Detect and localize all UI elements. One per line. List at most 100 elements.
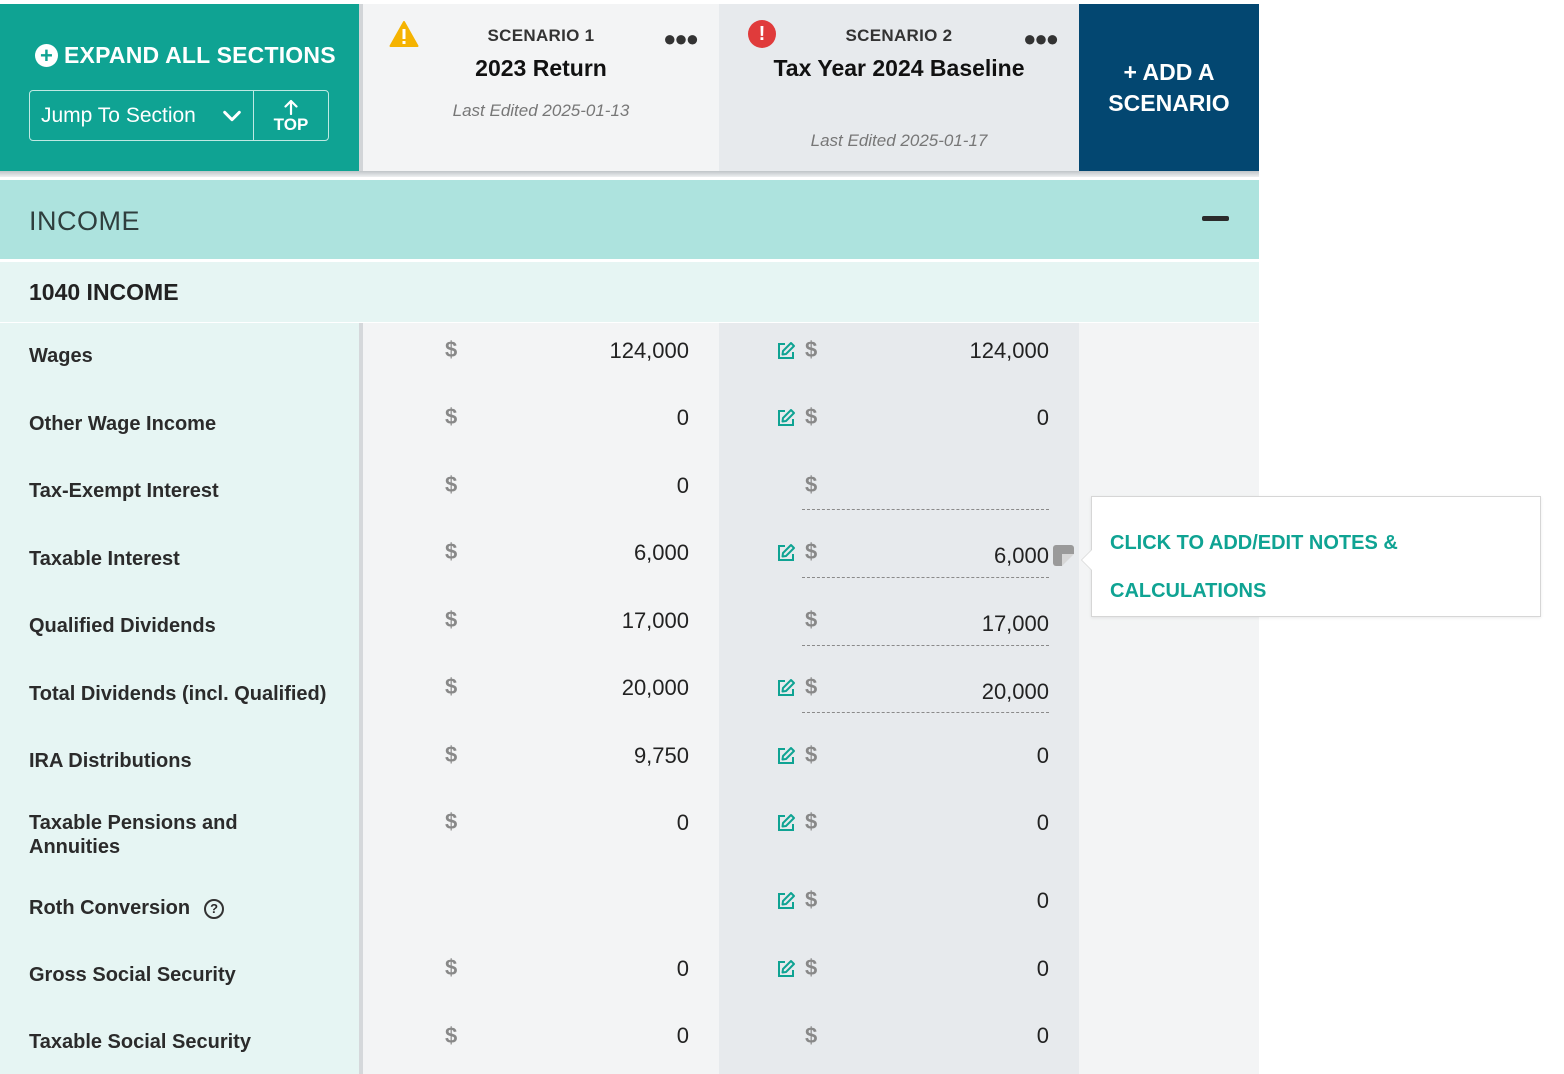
add-scenario-button[interactable]: + ADD A SCENARIO xyxy=(1079,4,1259,171)
scenario-1-value: 20,000 xyxy=(621,675,689,700)
row-label: Gross Social Security xyxy=(29,964,236,986)
help-icon[interactable]: ? xyxy=(204,899,225,919)
scenario-2-menu-icon[interactable]: ●●● xyxy=(1023,26,1059,51)
input-underline xyxy=(802,712,1049,713)
dollar-icon: $ xyxy=(805,539,818,564)
row-label: Tax-Exempt Interest xyxy=(29,480,219,502)
scenario-1-value: 17,000 xyxy=(621,608,689,633)
scenario-1-value: 9,750 xyxy=(633,743,689,768)
scenario-1-value: 0 xyxy=(676,956,689,981)
expand-all-sections-button[interactable]: + EXPAND ALL SECTIONS xyxy=(35,42,336,69)
plus-circle-icon: + xyxy=(35,44,58,67)
scenario-2-last-edited: Last Edited 2025-01-17 xyxy=(810,131,988,150)
scenario-1-value: 6,000 xyxy=(633,540,689,565)
edit-icon[interactable] xyxy=(776,543,796,563)
scenario-2-input[interactable]: 6,000 xyxy=(993,543,1049,568)
input-underline xyxy=(802,577,1049,578)
dollar-icon: $ xyxy=(805,1023,818,1048)
dollar-icon: $ xyxy=(805,955,818,980)
scenario-1-value: 124,000 xyxy=(609,338,689,363)
subsection-title: 1040 INCOME xyxy=(29,279,179,305)
scenario-2-value[interactable]: 0 xyxy=(1036,888,1049,913)
income-section-header[interactable]: INCOME xyxy=(0,180,1259,259)
scenario-2-input[interactable]: 20,000 xyxy=(981,679,1049,704)
edit-icon[interactable] xyxy=(776,813,796,833)
dollar-icon: $ xyxy=(805,607,818,632)
edit-icon[interactable] xyxy=(776,959,796,979)
jump-to-section-control: Jump To Section TOP xyxy=(29,90,329,141)
chevron-down-icon xyxy=(223,110,241,121)
dollar-icon: $ xyxy=(445,955,458,980)
scenario-1-last-edited: Last Edited 2025-01-13 xyxy=(452,101,630,120)
input-underline xyxy=(802,509,1049,510)
scenario-2-value[interactable]: 0 xyxy=(1036,743,1049,768)
dollar-icon: $ xyxy=(805,674,818,699)
scenario-2-name[interactable]: Tax Year 2024 Baseline xyxy=(773,55,1025,81)
scenario-1-header: SCENARIO 1 ●●● 2023 Return Last Edited 2… xyxy=(359,4,719,171)
row-label: Other Wage Income xyxy=(29,413,217,435)
scenario-2-header: ! SCENARIO 2 ●●● Tax Year 2024 Baseline … xyxy=(719,4,1079,171)
row-label: Wages xyxy=(29,345,93,367)
row-label-text: Roth Conversion xyxy=(29,897,191,919)
scenario-2-input[interactable]: 17,000 xyxy=(981,611,1049,636)
expand-all-label: EXPAND ALL SECTIONS xyxy=(64,42,336,68)
add-scenario-label: + ADD A SCENARIO xyxy=(1108,58,1230,116)
warning-icon xyxy=(389,21,419,47)
input-underline xyxy=(802,645,1049,646)
dollar-icon: $ xyxy=(805,404,818,429)
row-label-roth: Roth Conversion? xyxy=(29,896,225,920)
notes-tooltip: CLICK TO ADD/EDIT NOTES & CALCULATIONS xyxy=(1081,496,1541,617)
dollar-icon: $ xyxy=(445,472,458,497)
scenario-1-column xyxy=(359,323,719,1074)
edit-icon[interactable] xyxy=(776,678,796,698)
row-labels-column xyxy=(0,323,359,1074)
scenario-1-value: 0 xyxy=(676,810,689,835)
dollar-icon: $ xyxy=(445,539,458,564)
scenario-2-value[interactable]: 124,000 xyxy=(969,338,1049,363)
edit-icon[interactable] xyxy=(776,746,796,766)
arrow-up-icon xyxy=(284,99,298,115)
scenario-1-menu-icon[interactable]: ●●● xyxy=(663,26,699,51)
row-label: Taxable Interest xyxy=(29,548,180,570)
scenario-1-name[interactable]: 2023 Return xyxy=(475,55,607,81)
jump-to-section-label: Jump To Section xyxy=(41,103,196,127)
dollar-icon: $ xyxy=(445,404,458,429)
collapse-minus-icon[interactable] xyxy=(1202,216,1229,221)
scenario-2-value[interactable]: 0 xyxy=(1036,405,1049,430)
dollar-icon: $ xyxy=(445,809,458,834)
tooltip-text: CLICK TO ADD/EDIT NOTES & CALCULATIONS xyxy=(1110,532,1398,602)
edit-icon[interactable] xyxy=(776,891,796,911)
dollar-icon: $ xyxy=(805,472,818,497)
dollar-icon: $ xyxy=(445,742,458,767)
header-divider xyxy=(0,171,1259,177)
row-label: Taxable Pensions and Annuities xyxy=(29,812,238,858)
dollar-icon: $ xyxy=(445,1023,458,1048)
scenario-2-column xyxy=(719,323,1079,1074)
scenario-2-label: SCENARIO 2 xyxy=(845,26,953,45)
edit-icon[interactable] xyxy=(776,408,796,428)
scenario-1-value: 0 xyxy=(676,405,689,430)
dollar-icon: $ xyxy=(805,337,818,362)
section-title: INCOME xyxy=(29,206,140,236)
row-label: Taxable Social Security xyxy=(29,1031,251,1053)
top-label: TOP xyxy=(273,114,309,134)
dollar-icon: $ xyxy=(805,742,818,767)
edit-icon[interactable] xyxy=(776,341,796,361)
row-label: IRA Distributions xyxy=(29,750,192,772)
note-icon[interactable] xyxy=(1053,545,1074,566)
scenario-1-label: SCENARIO 1 xyxy=(487,26,595,45)
dollar-icon: $ xyxy=(805,809,818,834)
row-label: Total Dividends (incl. Qualified) xyxy=(29,683,327,705)
scenario-2-value[interactable]: 0 xyxy=(1036,956,1049,981)
error-icon: ! xyxy=(748,20,776,48)
jump-to-section-select[interactable]: Jump To Section xyxy=(30,91,254,140)
dollar-icon: $ xyxy=(445,607,458,632)
dollar-icon: $ xyxy=(445,337,458,362)
back-to-top-button[interactable]: TOP xyxy=(254,91,328,140)
scenario-2-value[interactable]: 0 xyxy=(1036,810,1049,835)
scenario-1-value: 0 xyxy=(676,473,689,498)
scenario-2-value: 0 xyxy=(1036,1023,1049,1048)
dollar-icon: $ xyxy=(805,887,818,912)
header-controls: + EXPAND ALL SECTIONS Jump To Section TO… xyxy=(0,4,359,171)
